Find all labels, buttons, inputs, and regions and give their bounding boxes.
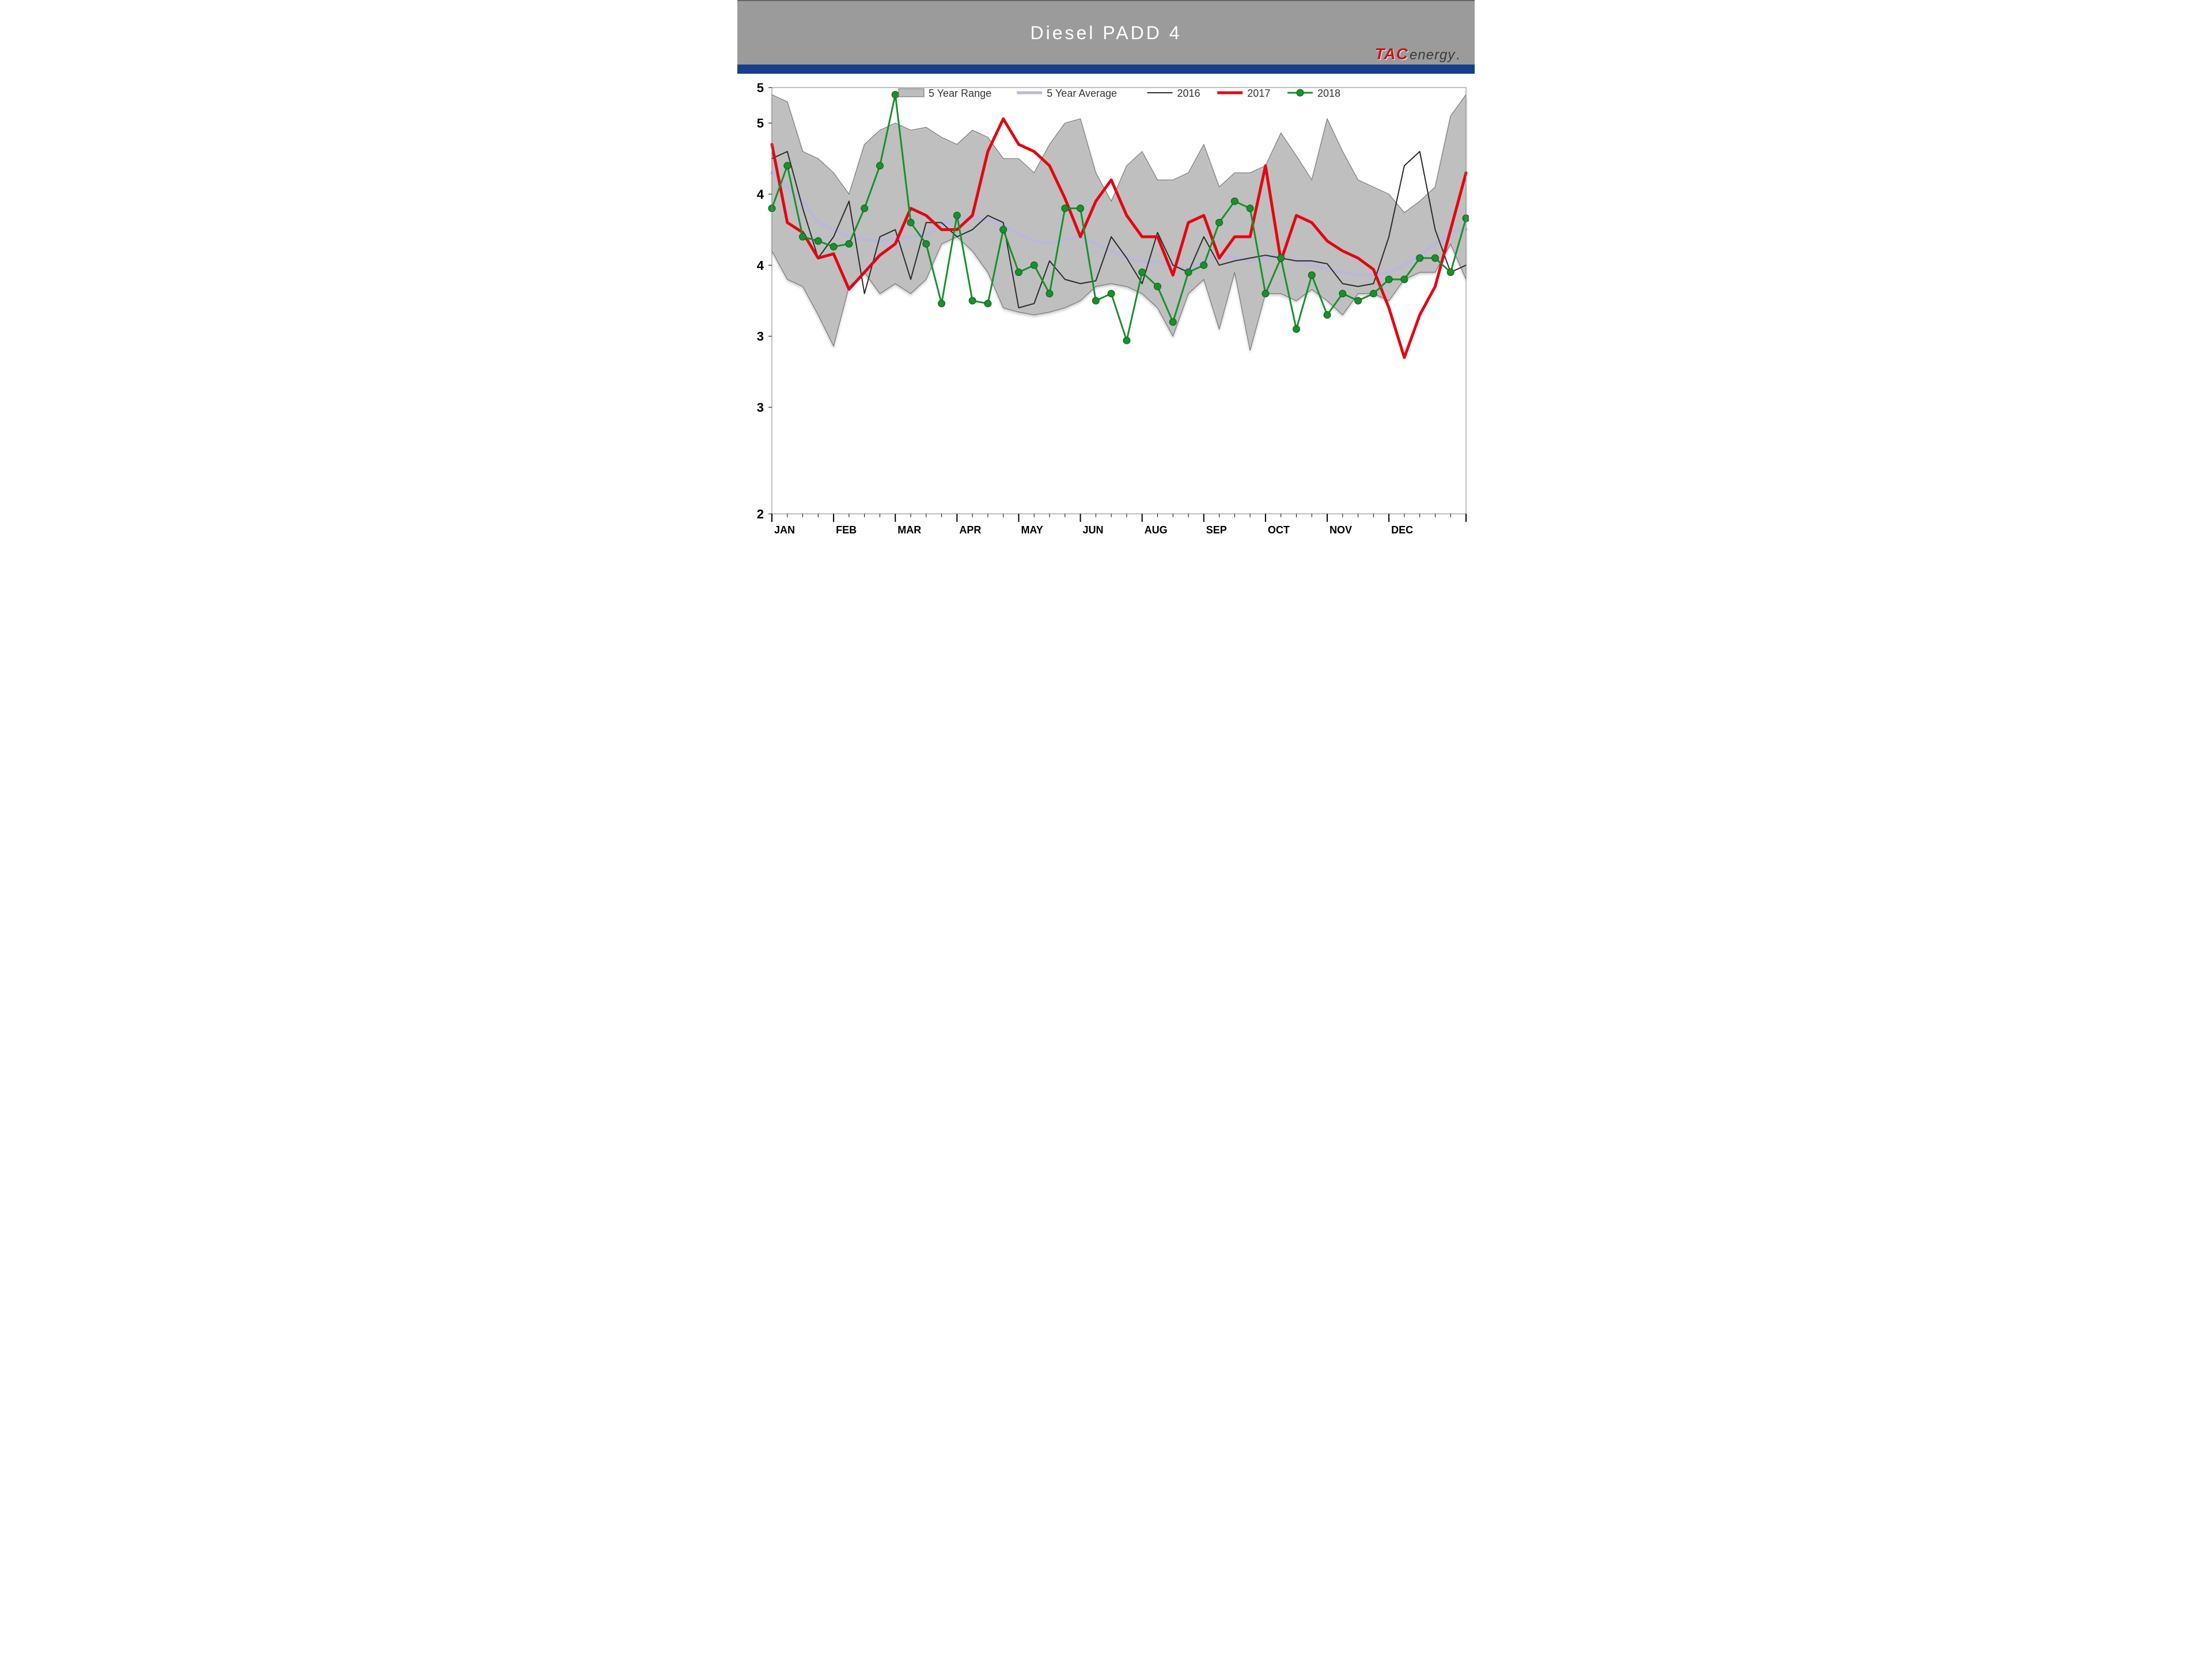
series-marker (1308, 272, 1315, 279)
series-marker (1401, 276, 1408, 283)
y-tick-label: 3 (757, 400, 764, 415)
series-marker (1447, 269, 1454, 276)
chart-card: Diesel PADD 4 TAC energy . 2 3 3 4 4 5 5 JAN FEB… (737, 0, 1475, 553)
series-marker (923, 240, 930, 247)
legend-label: 2018 (1317, 88, 1340, 99)
series-marker (1293, 325, 1300, 332)
legend-label: 5 Year Average (1047, 88, 1117, 99)
series-marker (953, 212, 960, 219)
series-marker (1262, 290, 1269, 297)
series-marker (1123, 337, 1130, 344)
series-marker (907, 219, 914, 226)
series-marker (1185, 269, 1192, 276)
y-tick-label: 2 (757, 507, 764, 521)
series-marker (830, 243, 837, 250)
x-tick-label: JUN (1083, 524, 1104, 536)
chart-svg: 2 3 3 4 4 5 5 JAN FEB MAR APR MAY JUN AUG SEP OCT NOV DEC… (743, 76, 1469, 547)
series-marker (1154, 283, 1161, 290)
series-marker (892, 91, 899, 98)
series-marker (846, 240, 853, 247)
y-tick-label: 5 (757, 116, 764, 131)
series-marker (1216, 219, 1223, 226)
series-marker (1108, 290, 1115, 297)
header-band: Diesel PADD 4 (737, 0, 1475, 66)
x-tick-label: MAR (897, 524, 921, 536)
legend-label: 2016 (1177, 88, 1200, 99)
series-marker (1000, 226, 1007, 233)
series-marker (1355, 297, 1362, 304)
x-tick-label: APR (959, 524, 981, 536)
x-tick-label: MAY (1021, 524, 1043, 536)
y-tick-label: 4 (757, 187, 764, 202)
series-marker (1077, 205, 1084, 212)
series-marker (1231, 198, 1238, 204)
series-marker (876, 162, 883, 169)
brand-logo: TAC energy . (1374, 45, 1461, 66)
series-marker (861, 205, 868, 212)
series-marker (969, 297, 976, 304)
series-marker (784, 162, 791, 169)
series-marker (1031, 262, 1037, 268)
series-marker (1278, 255, 1285, 262)
logo-right: energy (1410, 47, 1455, 63)
accent-band (737, 65, 1475, 74)
x-tick-label: FEB (836, 524, 857, 536)
series-marker (1092, 297, 1099, 304)
legend-label: 2017 (1247, 88, 1270, 99)
x-tick-label: SEP (1206, 524, 1227, 536)
y-tick-label: 3 (757, 329, 764, 344)
series-marker (1046, 290, 1053, 297)
series-marker (1370, 290, 1377, 297)
series-marker (800, 233, 806, 240)
x-tick-label: JAN (774, 524, 795, 536)
series-marker (1169, 319, 1176, 325)
x-tick-label: OCT (1268, 524, 1290, 536)
chart-area: 2 3 3 4 4 5 5 JAN FEB MAR APR MAY JUN AUG SEP OCT NOV DEC… (743, 76, 1469, 547)
series-marker (1062, 205, 1069, 212)
series-marker (984, 300, 991, 307)
series-marker (1139, 269, 1146, 276)
series-marker (1385, 276, 1392, 283)
series-marker (1247, 205, 1253, 212)
y-tick-label: 4 (757, 258, 764, 272)
series-marker (1015, 269, 1022, 276)
series-marker (1431, 255, 1438, 262)
series-marker (1324, 312, 1331, 319)
series-marker (1416, 255, 1423, 262)
x-tick-label: NOV (1330, 524, 1352, 536)
series-marker (1200, 262, 1207, 268)
x-tick-label: DEC (1391, 524, 1413, 536)
y-tick-label: 5 (757, 81, 764, 95)
x-tick-label: AUG (1145, 524, 1168, 536)
logo-left: TAC (1374, 45, 1408, 63)
series-marker (815, 237, 821, 244)
series-marker (938, 300, 945, 307)
series-marker (1339, 290, 1346, 297)
chart-title: Diesel PADD 4 (1030, 22, 1181, 44)
legend-label: 5 Year Range (929, 88, 991, 99)
logo-dot: . (1456, 47, 1461, 63)
